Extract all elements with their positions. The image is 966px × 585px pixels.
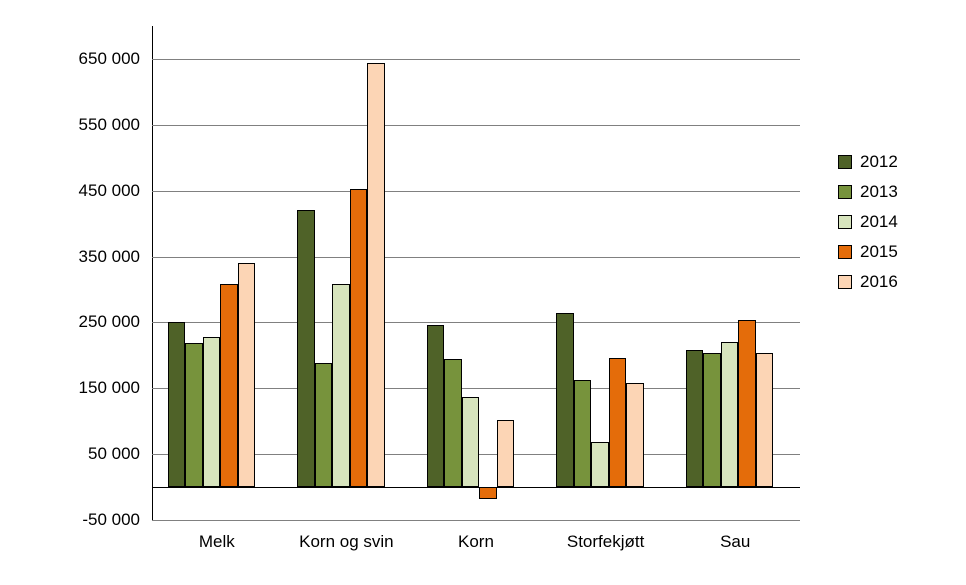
legend-swatch: [838, 275, 852, 289]
bar: [332, 284, 349, 487]
bar: [367, 63, 384, 487]
gridline: [152, 125, 800, 126]
chart-root: 2012 2013 2014 2015 2016 -50 000 50 000 150 00…: [0, 0, 966, 585]
bar: [626, 383, 643, 487]
y-tick-label: 50 000: [0, 444, 140, 464]
bar: [686, 350, 703, 487]
category-label: Korn og svin: [282, 532, 412, 552]
legend-label: 2016: [860, 272, 898, 292]
gridline: [152, 59, 800, 60]
legend-item: 2013: [838, 182, 898, 202]
y-tick-label: 150 000: [0, 378, 140, 398]
legend-swatch: [838, 215, 852, 229]
bar: [220, 284, 237, 487]
legend-label: 2014: [860, 212, 898, 232]
bar: [556, 313, 573, 487]
bar: [350, 189, 367, 487]
legend-label: 2012: [860, 152, 898, 172]
category-label: Korn: [411, 532, 541, 552]
y-tick-label: 550 000: [0, 115, 140, 135]
bar: [479, 487, 496, 499]
bar: [721, 342, 738, 487]
bar: [444, 359, 461, 487]
bar: [427, 325, 444, 487]
gridline: [152, 257, 800, 258]
y-tick-label: -50 000: [0, 510, 140, 530]
category-label: Melk: [152, 532, 282, 552]
bar: [574, 380, 591, 487]
legend-item: 2016: [838, 272, 898, 292]
bar: [315, 363, 332, 487]
legend-item: 2012: [838, 152, 898, 172]
bar: [203, 337, 220, 487]
category-label: Sau: [670, 532, 800, 552]
bar: [703, 353, 720, 487]
legend-label: 2013: [860, 182, 898, 202]
gridline: [152, 520, 800, 521]
plot-area: [152, 26, 800, 520]
legend-label: 2015: [860, 242, 898, 262]
legend-swatch: [838, 155, 852, 169]
gridline: [152, 191, 800, 192]
x-axis: [152, 487, 800, 488]
legend-swatch: [838, 245, 852, 259]
bar: [297, 210, 314, 487]
y-tick-label: 450 000: [0, 181, 140, 201]
legend-swatch: [838, 185, 852, 199]
bar: [609, 358, 626, 487]
legend-item: 2015: [838, 242, 898, 262]
bar: [462, 397, 479, 487]
bar: [756, 353, 773, 487]
bar: [497, 420, 514, 487]
bar: [238, 263, 255, 487]
legend: 2012 2013 2014 2015 2016: [838, 152, 898, 302]
bar: [185, 343, 202, 487]
y-tick-label: 350 000: [0, 247, 140, 267]
bar: [591, 442, 608, 487]
bar: [738, 320, 755, 487]
legend-item: 2014: [838, 212, 898, 232]
category-label: Storfekjøtt: [541, 532, 671, 552]
y-tick-label: 650 000: [0, 49, 140, 69]
y-tick-label: 250 000: [0, 312, 140, 332]
bar: [168, 322, 185, 487]
y-axis: [152, 26, 153, 520]
